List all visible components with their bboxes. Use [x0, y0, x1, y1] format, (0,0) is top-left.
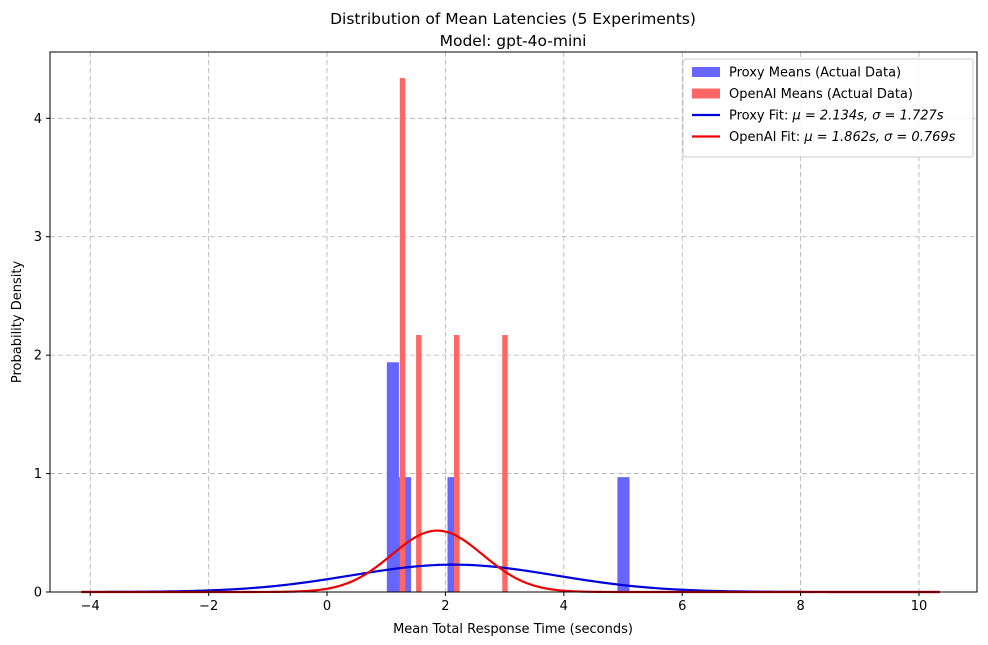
x-tick-label: 2 — [441, 599, 449, 614]
legend-label: Proxy Means (Actual Data) — [729, 66, 901, 81]
histogram-bar — [386, 362, 399, 592]
x-tick-label: −4 — [81, 599, 100, 614]
chart-subtitle: Model: gpt-4o-mini — [440, 32, 587, 50]
x-tick-label: 10 — [911, 599, 928, 614]
legend-label: Proxy Fit: μ = 2.134s, σ = 1.727s — [729, 109, 944, 124]
axis-ticks: −4 −2 0 2 4 6 8 10 0 1 2 3 4 — [34, 112, 928, 614]
legend-box — [682, 58, 974, 158]
fit-curves — [81, 529, 940, 594]
x-tick-label: 0 — [323, 599, 331, 614]
chart-title: Distribution of Mean Latencies (5 Experi… — [330, 10, 696, 28]
y-tick-label: 1 — [34, 467, 42, 482]
y-tick-label: 2 — [34, 349, 42, 364]
histogram-bar — [454, 335, 460, 592]
legend-label: OpenAI Fit: μ = 1.862s, σ = 0.769s — [729, 130, 956, 145]
legend: Proxy Means (Actual Data) OpenAI Means (A… — [682, 58, 974, 158]
fit-curve — [81, 563, 940, 594]
histogram-bar — [416, 335, 422, 592]
y-tick-label: 4 — [34, 112, 42, 127]
legend-swatch — [692, 67, 720, 77]
x-tick-label: 4 — [560, 599, 568, 614]
legend-swatch — [692, 88, 720, 99]
legend-label: OpenAI Means (Actual Data) — [729, 87, 913, 102]
histogram-bar — [617, 477, 630, 592]
histogram-bar — [399, 78, 406, 593]
y-axis-label: Probability Density — [10, 261, 25, 384]
x-tick-label: 8 — [796, 599, 804, 614]
y-tick-label: 3 — [34, 230, 42, 245]
fit-curve — [81, 529, 940, 594]
y-tick-label: 0 — [34, 586, 42, 601]
plot-frame — [49, 51, 978, 593]
x-axis-label: Mean Total Response Time (seconds) — [393, 622, 633, 637]
histogram-bars — [386, 78, 630, 593]
histogram-bar — [502, 335, 508, 592]
x-tick-label: −2 — [199, 599, 218, 614]
x-tick-label: 6 — [678, 599, 686, 614]
